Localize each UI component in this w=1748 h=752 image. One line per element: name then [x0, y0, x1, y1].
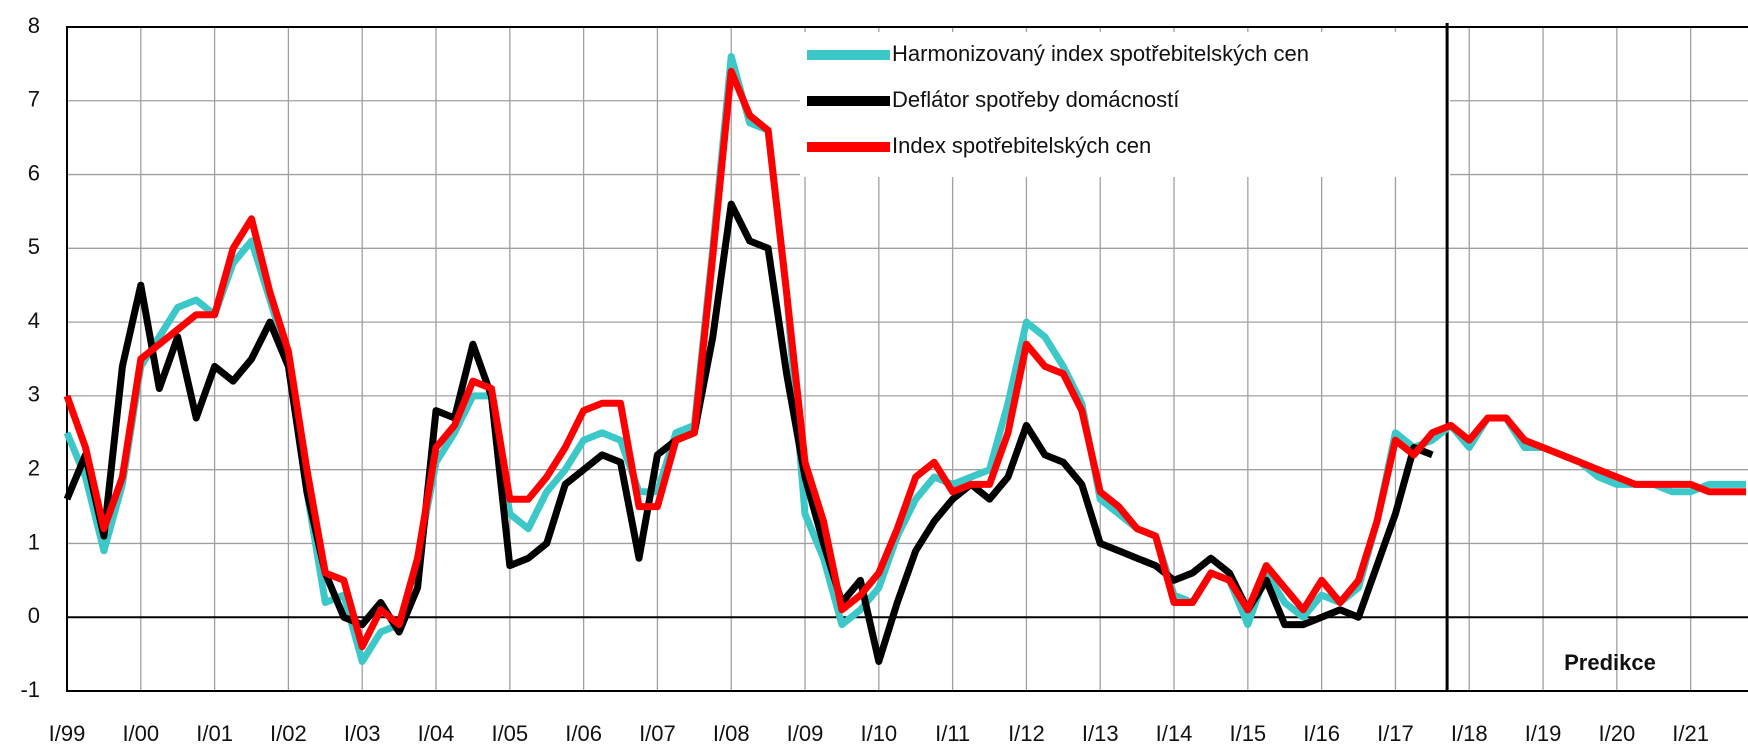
series-line — [63, 200, 1434, 665]
y-tick-label: 2 — [28, 455, 40, 480]
forecast-label: Predikce — [1564, 650, 1656, 675]
x-tick-label: I/21 — [1672, 721, 1709, 746]
x-tick-label: I/17 — [1377, 721, 1414, 746]
x-tick-label: I/20 — [1598, 721, 1635, 746]
x-tick-label: I/03 — [344, 721, 381, 746]
y-tick-label: 5 — [28, 234, 40, 259]
legend-label: Harmonizovaný index spotřebitelských cen — [892, 41, 1309, 66]
x-tick-label: I/10 — [860, 721, 897, 746]
x-tick-label: I/12 — [1008, 721, 1045, 746]
series-line — [63, 53, 1746, 665]
x-tick-label: I/05 — [491, 721, 528, 746]
x-tick-label: I/11 — [935, 721, 970, 746]
y-tick-label: 0 — [28, 603, 40, 628]
x-tick-label: I/04 — [418, 721, 455, 746]
legend-box — [800, 32, 1450, 177]
legend-label: Deflátor spotřeby domácností — [892, 87, 1179, 112]
series-line — [63, 67, 1746, 651]
y-tick-label: -1 — [20, 677, 40, 702]
y-tick-label: 7 — [28, 87, 40, 112]
y-tick-label: 1 — [28, 529, 40, 554]
x-tick-label: I/07 — [639, 721, 676, 746]
x-tick-label: I/06 — [565, 721, 602, 746]
y-tick-label: 6 — [28, 160, 40, 185]
legend-label: Index spotřebitelských cen — [892, 133, 1151, 158]
x-tick-label: I/19 — [1525, 721, 1562, 746]
x-tick-label: I/99 — [49, 721, 86, 746]
x-tick-label: I/02 — [270, 721, 307, 746]
x-tick-label: I/09 — [787, 721, 824, 746]
x-tick-label: I/08 — [713, 721, 750, 746]
x-tick-label: I/00 — [122, 721, 159, 746]
x-tick-label: I/14 — [1156, 721, 1193, 746]
x-tick-label: I/01 — [196, 721, 233, 746]
plot-frame — [66, 26, 1748, 692]
x-tick-label: I/15 — [1229, 721, 1266, 746]
y-tick-label: 3 — [28, 382, 40, 407]
y-tick-label: 4 — [28, 308, 40, 333]
x-tick-label: I/16 — [1303, 721, 1340, 746]
y-tick-label: 8 — [28, 13, 40, 38]
x-tick-label: I/13 — [1082, 721, 1119, 746]
x-tick-label: I/18 — [1451, 721, 1488, 746]
